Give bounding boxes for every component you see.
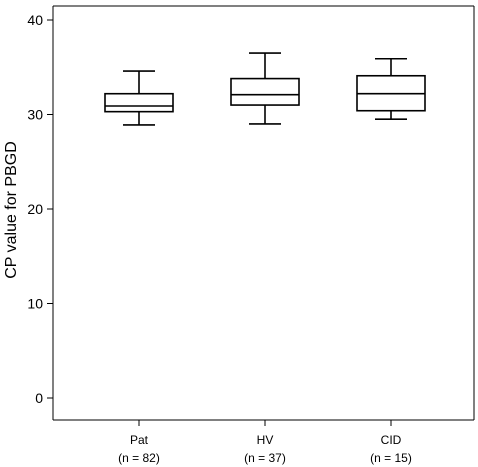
box-group-hv: [230, 52, 300, 125]
iqr-box: [104, 92, 174, 113]
y-tick-label: 20: [27, 201, 43, 217]
x-category-n-label: (n = 15): [370, 451, 412, 465]
y-tick-label: 30: [27, 107, 43, 123]
x-category-label: Pat: [130, 433, 149, 447]
x-axis: Pat (n = 82) HV (n = 37) CID (n = 15): [118, 420, 412, 465]
plot-frame: [52, 5, 475, 421]
x-category-label: HV: [257, 433, 274, 447]
x-category-n-label: (n = 82): [118, 451, 160, 465]
y-tick-label: 0: [35, 390, 43, 406]
boxes-layer: [104, 52, 426, 126]
x-category-label: CID: [381, 433, 402, 447]
y-axis: 0 10 20 30 40: [27, 12, 53, 406]
box-group-pat: [104, 70, 174, 126]
box-group-cid: [356, 57, 426, 121]
y-tick-label: 10: [27, 296, 43, 312]
y-axis-label: CP value for PBGD: [3, 141, 20, 279]
x-category-n-label: (n = 37): [244, 451, 286, 465]
iqr-box: [230, 77, 300, 106]
y-tick-label: 40: [27, 12, 43, 28]
